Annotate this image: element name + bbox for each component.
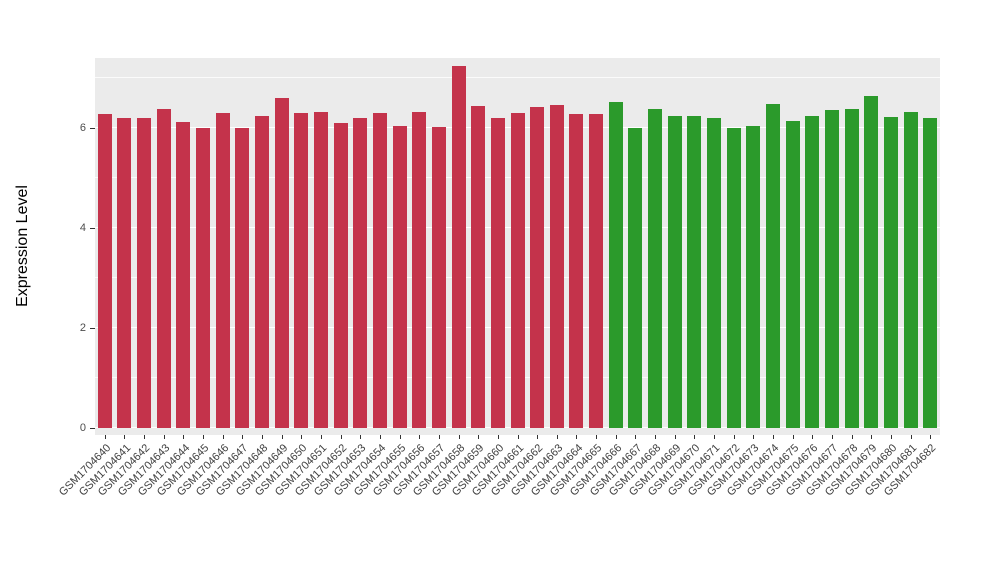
bar — [117, 118, 132, 428]
x-tick-mark — [301, 435, 303, 439]
x-tick-mark — [497, 435, 499, 439]
bar — [707, 118, 721, 428]
bar — [137, 118, 152, 428]
bar — [883, 117, 898, 428]
x-tick-mark — [635, 435, 637, 439]
x-tick-mark — [733, 435, 735, 439]
x-tick-mark — [438, 435, 440, 439]
bar — [274, 98, 289, 428]
y-tick-label: 2 — [79, 322, 86, 334]
x-tick-mark — [615, 435, 617, 439]
x-tick-mark — [163, 435, 165, 439]
x-tick-mark — [714, 435, 715, 439]
x-tick-mark — [183, 435, 185, 439]
bar — [510, 113, 525, 428]
bar — [294, 113, 309, 428]
bar — [608, 102, 623, 428]
x-tick-mark — [222, 435, 224, 439]
bar — [97, 114, 112, 428]
y-tick-mark — [90, 128, 95, 129]
x-tick-mark — [104, 435, 106, 439]
x-tick-mark — [124, 435, 126, 439]
x-tick-mark — [419, 435, 421, 439]
y-tick-mark — [90, 228, 95, 229]
x-tick-mark — [458, 435, 460, 439]
bar — [746, 125, 761, 428]
bar — [667, 115, 682, 428]
bar — [313, 111, 328, 428]
x-tick-mark — [910, 435, 912, 439]
x-tick-mark — [537, 435, 539, 439]
x-tick-mark — [674, 435, 676, 439]
y-tick-mark — [90, 328, 95, 329]
bar — [196, 128, 211, 428]
x-tick-mark — [379, 435, 381, 439]
x-tick-mark — [851, 435, 853, 439]
x-tick-mark — [930, 435, 932, 439]
bar — [903, 112, 918, 428]
bar — [844, 109, 859, 428]
x-axis: GSM1704640 GSM1704641 GSM1704642 GSM1704643… — [57, 435, 940, 580]
x-tick-mark — [517, 435, 519, 439]
bar — [333, 123, 348, 428]
y-tick-label: 0 — [79, 422, 86, 434]
bar — [353, 118, 368, 428]
y-tick-label: 4 — [79, 222, 86, 234]
bar — [628, 128, 643, 428]
bar — [431, 127, 446, 428]
bar — [805, 115, 820, 428]
bar — [530, 107, 545, 428]
x-tick-mark — [890, 435, 892, 439]
bar — [569, 114, 584, 428]
x-tick-mark — [871, 435, 873, 439]
y-tick-mark — [90, 428, 95, 429]
gridline-minor — [95, 77, 940, 78]
bar — [923, 118, 938, 428]
bar — [726, 128, 741, 428]
x-tick-mark — [144, 435, 146, 439]
bar — [864, 95, 879, 428]
bar — [490, 118, 505, 428]
bar — [392, 125, 407, 428]
y-axis-title-text: Expression Level — [14, 185, 31, 307]
x-tick-mark — [340, 435, 342, 439]
x-tick-mark — [242, 435, 244, 439]
x-tick-mark — [753, 435, 755, 439]
y-tick-label: 6 — [79, 122, 86, 134]
x-tick-mark — [792, 435, 794, 439]
x-tick-mark — [772, 435, 774, 439]
plot-panel — [95, 58, 940, 435]
bar — [785, 120, 800, 428]
bar — [687, 115, 702, 428]
bar — [824, 109, 839, 428]
x-tick-mark — [694, 435, 696, 439]
bar — [255, 115, 270, 428]
x-tick-mark — [556, 435, 558, 439]
x-tick-mark — [262, 435, 264, 439]
x-tick-mark — [399, 435, 401, 439]
bar — [235, 128, 250, 428]
x-tick-mark — [360, 435, 362, 439]
bar — [176, 122, 191, 428]
x-tick-mark — [831, 435, 833, 439]
bar — [648, 109, 663, 428]
bar — [215, 113, 230, 428]
x-tick-mark — [281, 435, 283, 439]
x-tick-mark — [320, 435, 322, 439]
bar — [471, 105, 486, 428]
bar — [372, 113, 387, 428]
x-tick-mark — [576, 435, 578, 439]
bar — [765, 104, 780, 428]
x-tick-mark — [203, 435, 205, 439]
x-tick-mark — [596, 435, 598, 439]
bar — [156, 109, 171, 428]
bar — [589, 114, 604, 428]
x-tick-mark — [812, 435, 814, 439]
x-tick-mark — [655, 435, 657, 439]
x-tick-mark — [478, 435, 480, 439]
bar — [412, 111, 427, 428]
bar — [549, 104, 564, 428]
bar — [451, 65, 466, 428]
